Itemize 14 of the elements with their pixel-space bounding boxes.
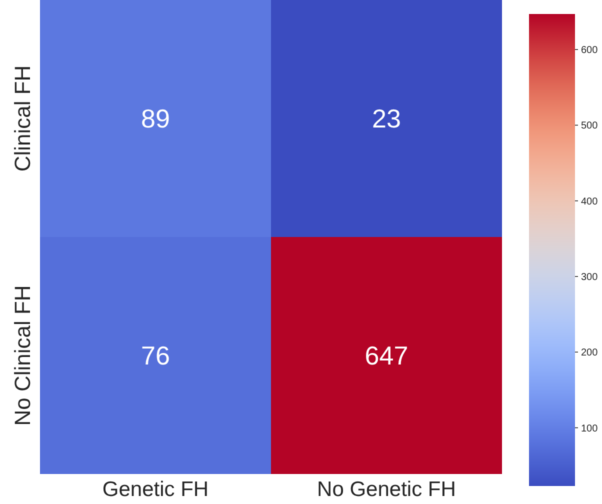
- color-bar-label: 100: [581, 423, 598, 434]
- data-label: 76: [141, 340, 170, 371]
- data-label: 647: [364, 340, 408, 371]
- color-bar-label: 500: [581, 120, 598, 132]
- color-bar-label: 600: [581, 45, 598, 56]
- data-label: 23: [372, 104, 401, 134]
- x-tick-label: No Genetic FH: [317, 478, 456, 501]
- color-bar-label: 400: [581, 196, 598, 208]
- color-bar-label: 200: [581, 348, 598, 359]
- data-label: 89: [141, 104, 170, 134]
- color-bar-label: 300: [581, 272, 598, 283]
- y-tick-label: Clinical FH: [10, 65, 35, 172]
- y-tick-label: No Clinical FH: [10, 285, 35, 426]
- x-tick-label: Genetic FH: [102, 478, 209, 501]
